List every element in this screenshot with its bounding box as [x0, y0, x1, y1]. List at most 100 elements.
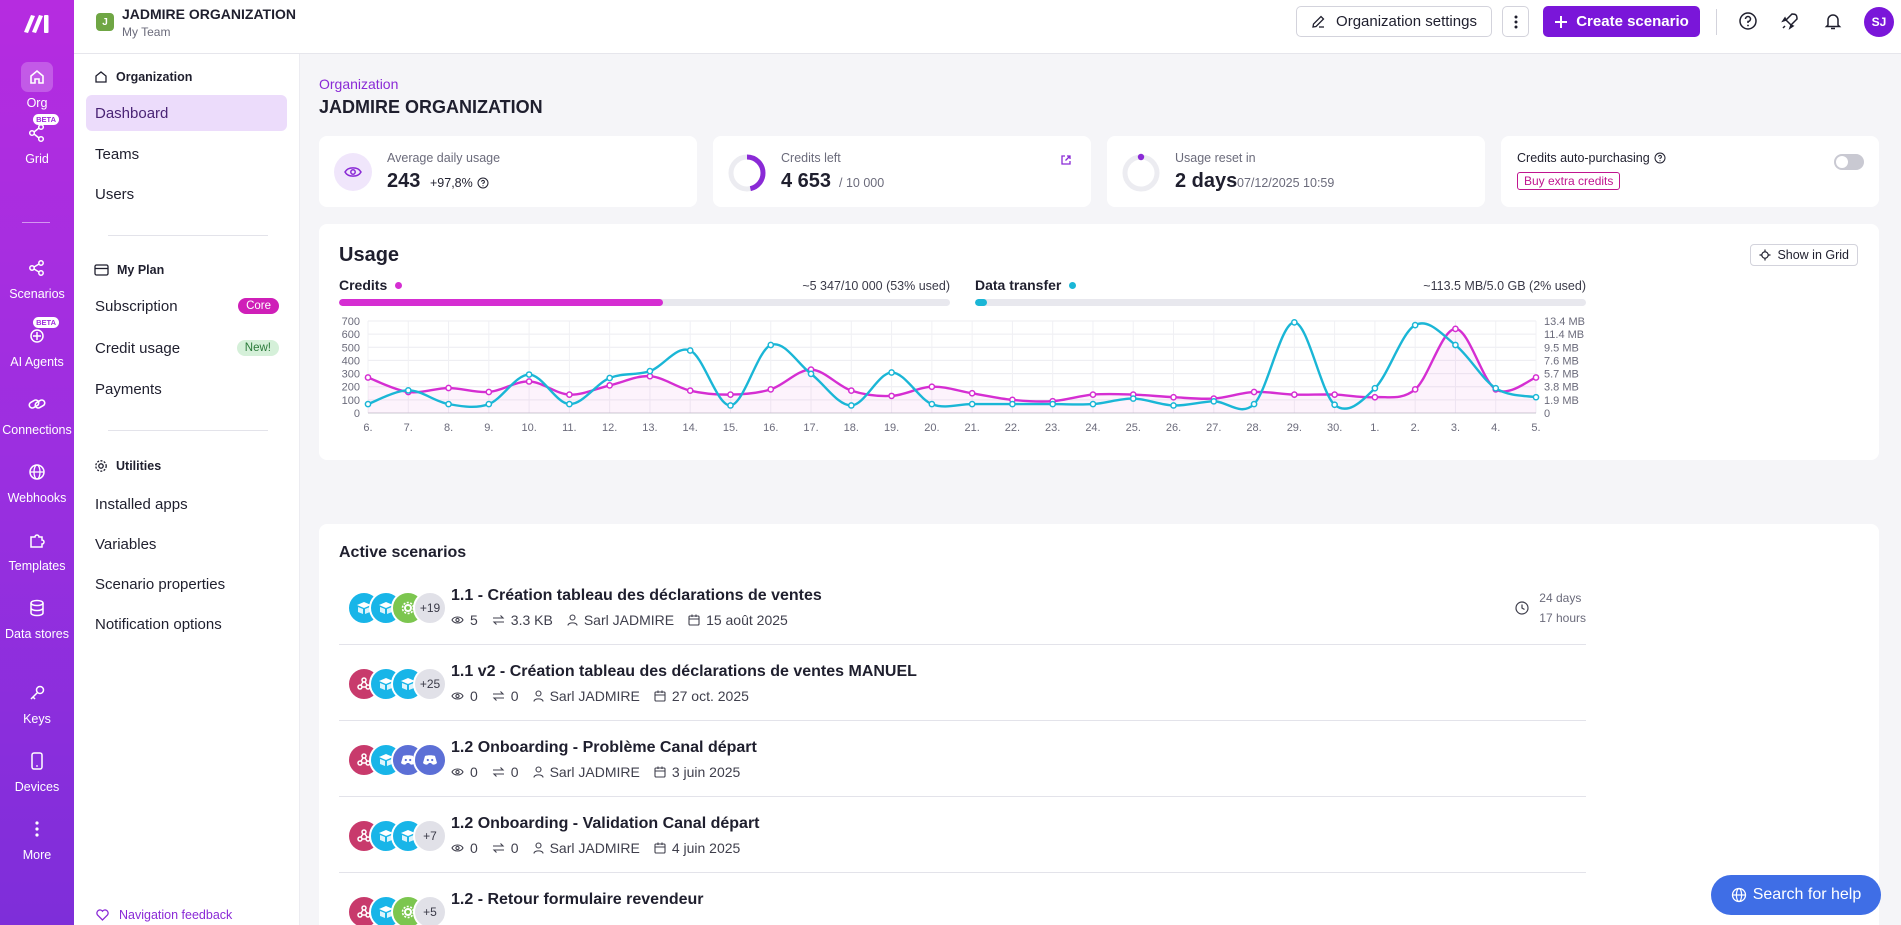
scenario-name[interactable]: 1.1 v2 - Création tableau des déclaratio… — [451, 663, 917, 680]
transfer-stat: 0 — [492, 840, 519, 856]
scenario-name[interactable]: 1.2 Onboarding - Validation Canal départ — [451, 815, 760, 832]
make-logo[interactable] — [22, 12, 52, 34]
create-scenario-button[interactable]: Create scenario — [1543, 6, 1700, 37]
transfer-point — [767, 341, 775, 349]
transfer-stat: 0 — [492, 764, 519, 780]
org-switcher[interactable]: JADMIRE ORGANIZATION — [122, 6, 296, 22]
rail-more[interactable]: More — [0, 814, 74, 862]
scenario-row[interactable]: 1.2 Onboarding - Problème Canal départ 0 0… — [339, 721, 1586, 797]
organization-settings-button[interactable]: Organization settings — [1296, 6, 1492, 37]
scenario-row[interactable]: +19 1.1 - Création tableau des déclaratio… — [339, 569, 1586, 645]
transfer-point — [1049, 400, 1057, 408]
credits-meter-label: Credits — [339, 277, 403, 293]
transfer-point — [1250, 400, 1258, 408]
sidebar-item-scenario-properties[interactable]: Scenario properties — [95, 575, 226, 593]
y-tick-right: 9.5 MB — [1544, 342, 1579, 354]
sidebar-item-installed-apps[interactable]: Installed apps — [95, 495, 188, 513]
info-icon[interactable] — [477, 177, 489, 189]
top-header: J JADMIRE ORGANIZATION My Team Organizat… — [74, 0, 1901, 54]
stat-label: Average daily usage — [387, 151, 501, 165]
x-tick: 13. — [642, 422, 657, 434]
rail-devices[interactable]: Devices — [0, 746, 74, 794]
search-for-help-button[interactable]: Search for help — [1711, 875, 1881, 915]
eye-icon — [451, 692, 464, 700]
sidebar-item-teams[interactable]: Teams — [95, 145, 140, 163]
show-in-grid-button[interactable]: Show in Grid — [1750, 244, 1858, 266]
x-tick: 22. — [1005, 422, 1020, 434]
y-tick-right: 3.8 MB — [1544, 382, 1579, 394]
sidebar-item-credit-usage[interactable]: Credit usage New! — [86, 330, 287, 366]
buy-extra-credits-button[interactable]: Buy extra credits — [1517, 172, 1621, 190]
sidebar-item-subscription[interactable]: Subscription Core — [86, 288, 287, 324]
date-stat: 27 oct. 2025 — [654, 688, 749, 704]
x-tick: 29. — [1287, 422, 1302, 434]
transfer-icon — [492, 691, 505, 701]
heart-icon — [96, 909, 109, 921]
date-value: 15 août 2025 — [706, 612, 788, 628]
crosshair-icon — [1759, 249, 1771, 261]
x-tick: 14. — [683, 422, 698, 434]
y-tick-left: 0 — [354, 408, 360, 420]
breadcrumb[interactable]: Organization — [319, 76, 399, 92]
avatar[interactable]: SJ — [1864, 7, 1894, 37]
credits-meter-fill — [339, 299, 663, 306]
credits-meter-track — [339, 299, 950, 306]
help-icon[interactable] — [1737, 10, 1759, 32]
info-icon[interactable] — [1654, 152, 1666, 164]
x-tick: 11. — [562, 422, 576, 434]
rail-scenarios[interactable]: Scenarios — [0, 253, 74, 301]
edit-icon — [1312, 15, 1325, 28]
x-tick: 25. — [1126, 422, 1141, 434]
bell-icon[interactable] — [1822, 10, 1844, 32]
core-badge: Core — [238, 298, 279, 314]
credits-point — [1250, 388, 1258, 396]
sidebar-item-payments[interactable]: Payments — [95, 380, 162, 398]
sidebar-divider — [108, 430, 268, 431]
transfer-icon — [492, 615, 505, 625]
scenario-row[interactable]: +7 1.2 Onboarding - Validation Canal dépa… — [339, 797, 1586, 873]
scenario-name[interactable]: 1.2 - Retour formulaire revendeur — [451, 891, 704, 908]
sidebar-item-variables[interactable]: Variables — [95, 535, 157, 553]
rail-ai-agents[interactable]: BETA AI Agents — [0, 317, 74, 369]
ai-agents-icon: BETA — [21, 317, 59, 351]
sidebar-divider — [108, 235, 268, 236]
rail-webhooks[interactable]: Webhooks — [0, 457, 74, 505]
scenario-row[interactable]: +25 1.1 v2 - Création tableau des déclara… — [339, 645, 1586, 721]
sidebar-item-users[interactable]: Users — [95, 185, 135, 203]
credits-point — [566, 391, 573, 398]
sidebar-item-notification-options[interactable]: Notification options — [95, 615, 222, 633]
stat-value: 4 653 — [781, 170, 832, 192]
rail-keys[interactable]: Keys — [0, 678, 74, 726]
new-badge: New! — [236, 340, 279, 356]
rail-connections[interactable]: Connections — [0, 389, 74, 437]
sidebar-item-dashboard[interactable]: Dashboard — [86, 95, 287, 131]
navigation-feedback-link[interactable]: Navigation feedback — [96, 908, 232, 922]
calendar-icon — [654, 842, 666, 854]
scenario-name[interactable]: 1.2 Onboarding - Problème Canal départ — [451, 739, 757, 756]
transfer-point — [1452, 341, 1459, 349]
globe-icon — [21, 457, 53, 487]
scenario-row[interactable]: +5 1.2 - Retour formulaire revendeur — [339, 873, 1586, 925]
auto-purchasing-toggle[interactable] — [1834, 154, 1864, 170]
views-value: 0 — [470, 688, 478, 704]
rail-templates[interactable]: Templates — [0, 525, 74, 573]
x-tick: 27. — [1206, 422, 1221, 434]
owner-stat: Sarl JADMIRE — [533, 840, 640, 856]
rail-grid[interactable]: BETA Grid — [0, 114, 74, 166]
auto-purchasing-text: Credits auto-purchasing — [1517, 151, 1650, 165]
plus-icon — [1555, 15, 1568, 28]
scenario-name[interactable]: 1.1 - Création tableau des déclarations … — [451, 587, 822, 604]
app-rail: Org BETA Grid Scenarios BETA AI Agents C… — [0, 0, 74, 925]
stat-value: 2 days — [1175, 170, 1238, 192]
external-link-icon[interactable] — [1060, 154, 1072, 166]
rocket-icon[interactable] — [1779, 10, 1801, 32]
transfer-point — [1411, 321, 1419, 329]
views-value: 5 — [470, 612, 478, 628]
views-stat: 0 — [451, 688, 478, 704]
transfer-point — [1089, 400, 1097, 408]
active-scenarios-card: Active scenarios +19 1.1 - Création table… — [319, 524, 1879, 925]
rail-data-stores[interactable]: Data stores — [0, 593, 74, 641]
views-value: 0 — [470, 764, 478, 780]
header-more-button[interactable] — [1502, 6, 1529, 37]
rail-org[interactable]: Org — [0, 62, 74, 110]
